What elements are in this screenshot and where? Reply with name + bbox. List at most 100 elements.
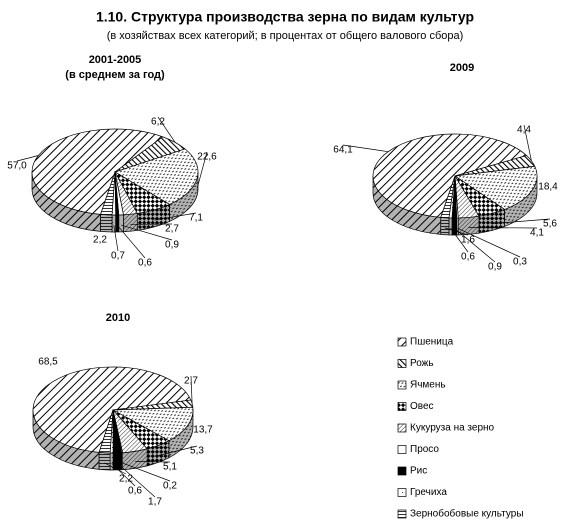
slice-shade: [113, 452, 122, 470]
leader-line: [454, 227, 496, 263]
data-label: 0,2: [163, 481, 177, 492]
legend-label: Гречиха: [410, 487, 447, 498]
slice-shade: [118, 214, 124, 232]
slice: [114, 148, 199, 205]
slice-shade: [168, 410, 194, 458]
leader-line: [113, 225, 119, 252]
slice-shade: [111, 214, 116, 232]
leader-line: [444, 227, 469, 236]
leader-line: [342, 144, 389, 153]
leader-line: [450, 227, 469, 253]
slice-shade: [122, 448, 148, 470]
data-label: 4,1: [530, 228, 544, 239]
slice-shade: [123, 213, 138, 232]
data-label: 18,4: [538, 182, 558, 193]
slice-shade: [478, 209, 505, 234]
data-label: 0,6: [138, 258, 152, 269]
legend-swatch: [397, 423, 407, 433]
legend-swatch: [397, 337, 407, 347]
leader-line: [196, 151, 208, 189]
legend-swatch: [397, 466, 407, 476]
leader-line: [154, 212, 197, 221]
data-label: 1,6: [461, 235, 475, 246]
data-label: 1,7: [148, 497, 162, 508]
legend-label: Овес: [410, 401, 434, 412]
slice-shade: [110, 452, 114, 470]
leader-line: [158, 445, 198, 456]
leader-line: [117, 462, 156, 498]
slice-shade: [115, 214, 119, 232]
data-label: 0,7: [111, 251, 125, 262]
data-label: 2,2: [93, 235, 107, 246]
leader-line: [16, 155, 39, 162]
pie-title: 2001-2005: [89, 54, 142, 66]
data-label: 5,3: [190, 446, 204, 457]
slice-shade: [147, 440, 169, 466]
legend-label: Рис: [410, 466, 427, 477]
data-label: 0,6: [461, 252, 475, 263]
slice: [454, 165, 538, 210]
slice-shade: [373, 176, 441, 235]
data-label: 7,1: [189, 213, 203, 224]
data-label: 57,0: [7, 161, 27, 172]
leader-line: [122, 462, 171, 482]
data-label: 2,2: [119, 474, 133, 485]
data-label: 2,7: [184, 376, 198, 387]
slice-shade: [33, 410, 100, 470]
slice: [31, 128, 164, 215]
data-label: 0,3: [513, 257, 527, 268]
slice-shade: [169, 172, 198, 222]
chart-title: 1.10. Структура производства зерна по ви…: [96, 9, 474, 25]
slice-shade: [452, 217, 457, 235]
slice: [440, 175, 456, 219]
leader-line: [157, 116, 176, 143]
legend-label: Рожь: [410, 358, 434, 369]
slice: [372, 133, 528, 218]
leader-line: [116, 224, 146, 259]
leader-line: [457, 227, 521, 258]
data-label: 13,7: [193, 425, 213, 436]
legend-swatch: [397, 445, 407, 454]
legend-label: Пшеница: [410, 337, 454, 348]
data-label: 64,1: [333, 145, 353, 156]
leader-line: [104, 462, 127, 475]
slice-shade: [440, 217, 449, 235]
data-label: 22,6: [197, 152, 217, 163]
leader-line: [111, 462, 136, 487]
slice-shade: [32, 172, 101, 232]
leader-line: [121, 224, 173, 241]
data-label: 4,4: [517, 125, 531, 136]
leader-line: [190, 375, 193, 404]
legend-label: Зернобобовые культуры: [410, 508, 524, 520]
pie-title: 2009: [450, 62, 474, 74]
slice-shade: [458, 216, 479, 235]
legend-swatch: [397, 488, 407, 497]
leader-line: [523, 124, 532, 161]
data-label: 5,1: [163, 462, 177, 473]
chart-subtitle: (в хозяйствах всех категорий; в процента…: [107, 30, 464, 42]
data-label: 0,9: [165, 240, 179, 251]
legend-swatch: [397, 509, 407, 519]
legend-label: Ячмень: [410, 380, 446, 391]
legend-swatch: [397, 359, 407, 368]
data-label: 0,9: [488, 262, 502, 273]
data-label: 2,7: [165, 224, 179, 235]
legend-swatch: [397, 402, 407, 411]
data-label: 5,6: [543, 219, 557, 230]
legend-swatch: [397, 380, 407, 390]
slice-shade: [100, 214, 112, 232]
pie-subtitle: (в среднем за год): [65, 69, 165, 81]
data-label: 6,2: [151, 117, 165, 128]
legend-label: Просо: [410, 444, 439, 455]
slice-shade: [99, 452, 111, 470]
legend-label: Кукуруза на зерно: [410, 423, 495, 434]
data-label: 68,5: [38, 357, 58, 368]
data-label: 0,6: [128, 486, 142, 497]
slice: [100, 171, 116, 216]
pie-title: 2010: [106, 312, 130, 324]
leader-line: [492, 218, 551, 224]
slice: [111, 406, 194, 442]
slice-shade: [448, 217, 453, 235]
slice: [98, 409, 114, 454]
